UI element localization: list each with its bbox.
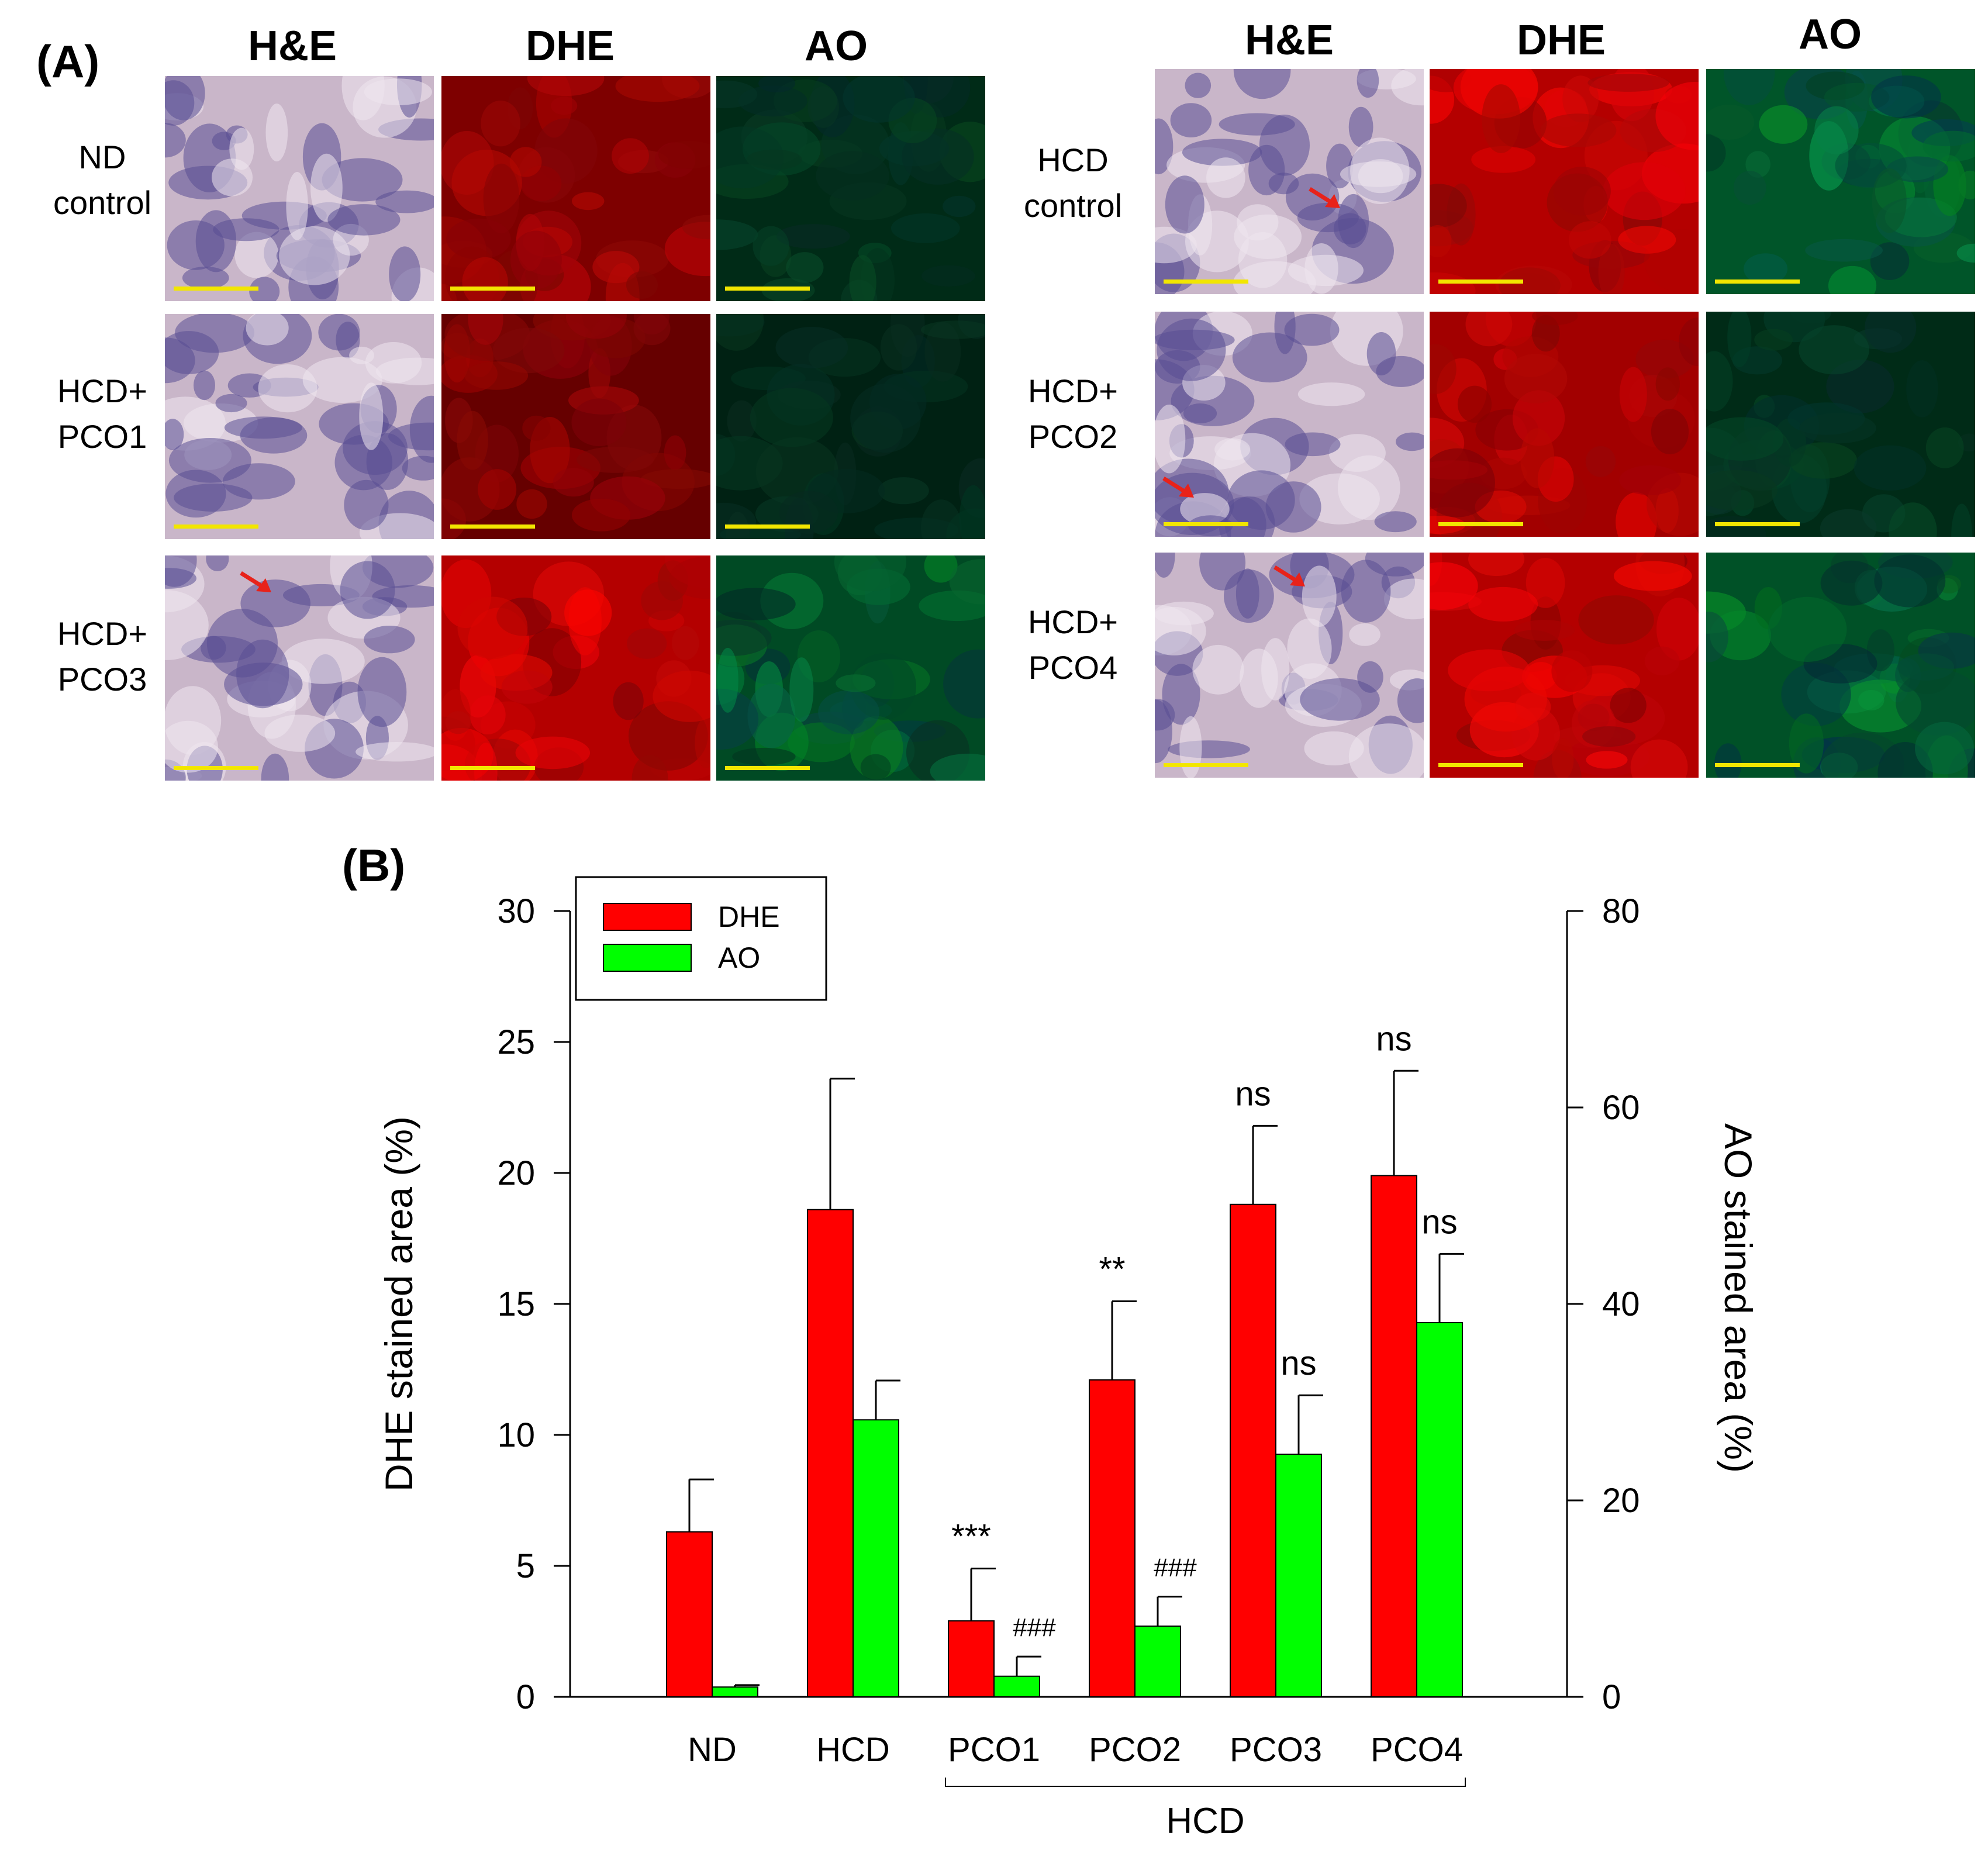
- ao-micrograph: [1706, 553, 1975, 778]
- row-label-hcd-pco1: HCD+ PCO1: [57, 372, 148, 455]
- group-bracket: [945, 1778, 1466, 1787]
- significance-label: ###: [1154, 1554, 1197, 1582]
- legend-swatch-ao: [603, 944, 692, 972]
- ao-bar: [1134, 1626, 1181, 1698]
- x-tick-label: PCO4: [1371, 1731, 1463, 1769]
- significance-label: ###: [1013, 1613, 1056, 1642]
- left-tick-label: 15: [497, 1285, 535, 1323]
- row-label-nd-control: ND control: [53, 139, 152, 221]
- right-tick-label: 80: [1602, 892, 1640, 930]
- he-micrograph: [165, 555, 434, 781]
- ao-micrograph: [716, 314, 985, 539]
- ao-micrograph: [1706, 312, 1975, 537]
- right-col-ao: AO: [1799, 11, 1862, 58]
- left-col-ao: AO: [805, 23, 868, 70]
- ao-micrograph: [716, 76, 985, 301]
- left-col-dhe: DHE: [525, 23, 615, 70]
- legend-label-ao: AO: [718, 941, 760, 974]
- legend-box: [575, 876, 827, 1001]
- he-micrograph: [165, 314, 434, 539]
- row-label-hcd-pco4: HCD+ PCO4: [1027, 603, 1119, 686]
- significance-label: ns: [1235, 1075, 1271, 1113]
- right-tick-label: 60: [1602, 1089, 1640, 1127]
- x-tick-label: HCD: [816, 1731, 890, 1769]
- ao-bar: [1275, 1454, 1322, 1698]
- x-tick-label: ND: [688, 1731, 737, 1769]
- right-axis-title: AO stained area (%): [1717, 1123, 1760, 1473]
- ao-micrograph: [716, 555, 985, 781]
- dhe-bar: [1371, 1175, 1417, 1697]
- dhe-micrograph: [441, 314, 710, 539]
- right-tick-label: 0: [1602, 1678, 1621, 1716]
- panel-b-label: (B): [342, 840, 406, 891]
- he-micrograph: [1155, 553, 1424, 778]
- dhe-bar: [1230, 1203, 1276, 1697]
- significance-label: ns: [1376, 1020, 1411, 1058]
- row-label-hcd-pco3: HCD+ PCO3: [57, 615, 148, 698]
- ao-micrograph: [1706, 69, 1975, 294]
- dhe-micrograph: [1430, 69, 1699, 294]
- arrow-icon: [256, 578, 271, 592]
- ao-bar: [712, 1686, 758, 1697]
- dhe-bar: [666, 1531, 713, 1697]
- significance-label: ***: [951, 1517, 991, 1555]
- dhe-bar: [948, 1620, 995, 1698]
- panel-a-label: (A): [36, 36, 100, 87]
- he-micrograph: [1155, 69, 1424, 294]
- right-col-dhe: DHE: [1516, 17, 1606, 64]
- dhe-bar: [1089, 1379, 1135, 1697]
- right-tick-label: 20: [1602, 1482, 1640, 1520]
- ao-bar: [993, 1675, 1040, 1697]
- arrow-icon: [1325, 194, 1340, 208]
- left-tick-label: 25: [497, 1023, 535, 1061]
- arrow-icon: [1179, 484, 1194, 498]
- dhe-micrograph: [441, 555, 710, 781]
- significance-label: **: [1099, 1251, 1125, 1289]
- dhe-bar: [807, 1209, 854, 1697]
- left-tick-label: 30: [497, 892, 535, 930]
- row-label-hcd-pco2: HCD+ PCO2: [1027, 372, 1119, 455]
- dhe-micrograph: [1430, 312, 1699, 537]
- legend-label-dhe: DHE: [718, 900, 780, 933]
- left-col-he: H&E: [247, 23, 337, 70]
- significance-label: ns: [1281, 1344, 1316, 1382]
- arrow-icon: [1290, 572, 1305, 586]
- he-micrograph: [165, 76, 434, 301]
- significance-label: ns: [1421, 1203, 1457, 1241]
- dhe-micrograph: [1430, 553, 1699, 778]
- ao-bar: [853, 1419, 899, 1697]
- left-tick-label: 0: [516, 1678, 535, 1716]
- left-tick-label: 10: [497, 1416, 535, 1454]
- legend-swatch-dhe: [603, 903, 692, 931]
- group-label: HCD: [1166, 1801, 1244, 1841]
- he-micrograph: [1155, 312, 1424, 537]
- row-label-hcd-control: HCD control: [1023, 142, 1123, 224]
- left-tick-label: 5: [516, 1547, 535, 1585]
- x-tick-label: PCO2: [1089, 1731, 1181, 1769]
- left-axis-title: DHE stained area (%): [377, 1116, 420, 1492]
- left-tick-label: 20: [497, 1154, 535, 1192]
- dhe-micrograph: [441, 76, 710, 301]
- ao-bar: [1416, 1321, 1463, 1697]
- right-tick-label: 40: [1602, 1285, 1640, 1323]
- x-tick-label: PCO1: [948, 1731, 1040, 1769]
- right-col-he: H&E: [1244, 17, 1334, 64]
- x-tick-label: PCO3: [1230, 1731, 1322, 1769]
